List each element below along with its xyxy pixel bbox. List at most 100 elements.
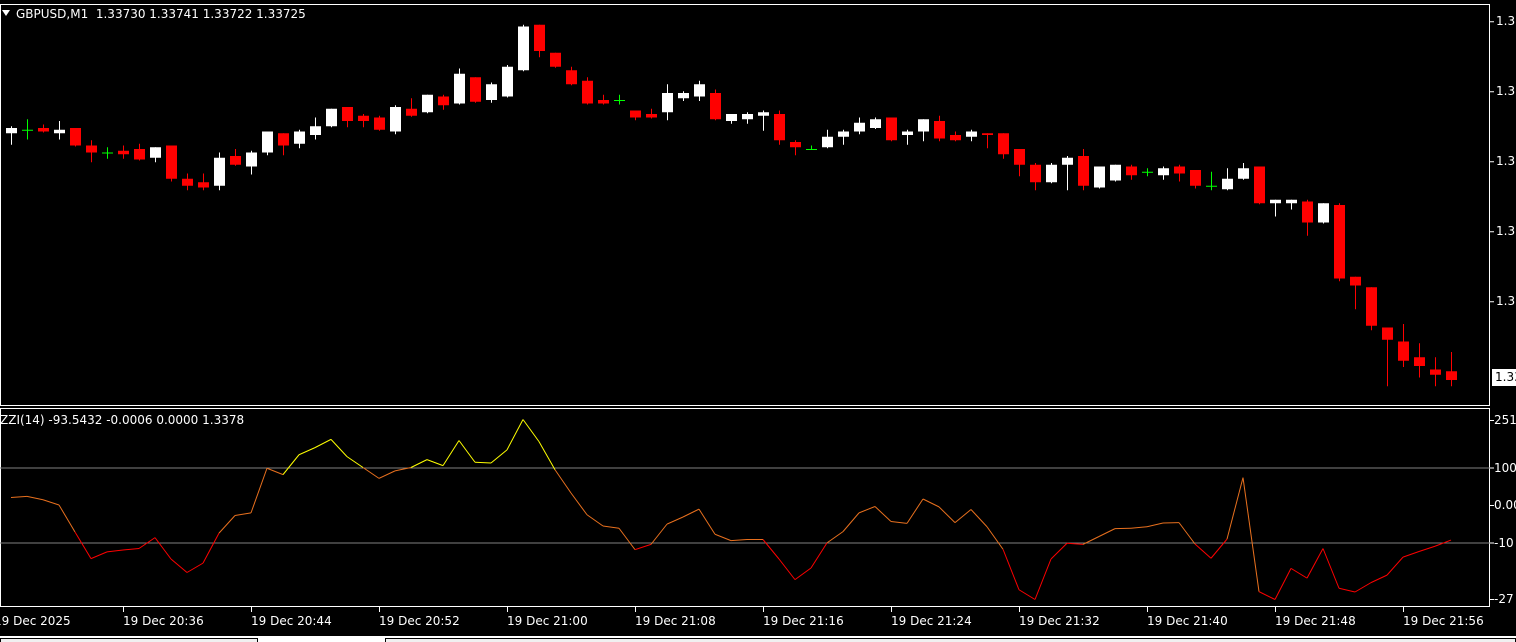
indicator-segment: [1082, 536, 1100, 545]
indicator-segment: [698, 508, 716, 535]
candle-body: [230, 156, 241, 165]
candle-body: [214, 157, 225, 186]
indicator-segment: [474, 461, 492, 464]
candle-body: [1446, 371, 1457, 380]
indicator-segment: [186, 562, 204, 573]
candle: [342, 107, 353, 128]
candle-body: [1286, 199, 1297, 204]
candle-body: [662, 93, 673, 113]
indicator-segment: [1418, 545, 1436, 552]
candle-body: [390, 107, 401, 132]
indicator-segment: [730, 539, 748, 542]
candle: [422, 94, 433, 114]
candle-body: [966, 131, 977, 137]
candle: [1318, 203, 1329, 224]
candle: [406, 98, 417, 117]
indicator-segment: [890, 521, 908, 524]
candle-body: [694, 84, 705, 97]
candle-body: [454, 73, 465, 104]
indicator-segment: [970, 509, 988, 528]
indicator-segment: [650, 523, 668, 545]
indicator-segment: [490, 449, 508, 464]
indicator-segment: [378, 470, 396, 479]
candle-body: [710, 93, 721, 120]
candle: [774, 110, 785, 145]
candle: [1142, 168, 1153, 177]
indicator-segment: [1242, 477, 1260, 592]
indicator-segment: [954, 509, 972, 524]
candle: [118, 145, 129, 159]
candle: [678, 91, 689, 101]
time-tick-label: 19 Dec 21:00: [507, 614, 588, 628]
candle: [230, 149, 241, 166]
candle-body: [1334, 205, 1345, 279]
candle: [726, 114, 737, 124]
indicator-tick-label: 0.00: [1494, 498, 1516, 512]
chart-tab[interactable]: [0, 638, 258, 642]
indicator-tick-label: -10: [1494, 535, 1514, 550]
candle: [598, 94, 609, 105]
candle: [934, 115, 945, 142]
indicator-segment: [938, 506, 956, 523]
candle: [998, 133, 1009, 159]
candle: [470, 77, 481, 103]
indicator-segment: [394, 467, 412, 472]
indicator-tick-label: -27: [1494, 592, 1514, 606]
indicator-segment: [1146, 522, 1164, 528]
candle-body: [1046, 164, 1057, 183]
candle-body: [918, 119, 929, 132]
indicator-segment: [1194, 543, 1212, 559]
chart-tab[interactable]: [385, 638, 1516, 642]
candle: [518, 24, 529, 72]
candle-body: [1318, 203, 1329, 223]
candle: [870, 117, 881, 129]
candle: [214, 152, 225, 191]
candle-body: [86, 145, 97, 153]
candle-body: [518, 26, 529, 71]
candle-body: [1094, 166, 1105, 188]
candle-body: [374, 117, 385, 130]
dropdown-triangle-icon[interactable]: [2, 10, 10, 16]
candle: [758, 110, 769, 131]
axis-ticks: [123, 21, 1494, 612]
candle: [1334, 203, 1345, 282]
candle: [1270, 199, 1281, 217]
indicator-segment: [1386, 556, 1404, 576]
indicator-segment: [1050, 542, 1068, 560]
indicator-segment: [1226, 477, 1244, 540]
candle-body: [22, 129, 33, 131]
candle-body: [1206, 185, 1217, 187]
candle: [1206, 171, 1217, 191]
candle: [454, 68, 465, 105]
candle: [566, 66, 577, 86]
candle: [886, 117, 897, 142]
candle-body: [1302, 201, 1313, 223]
candles-layer: [6, 24, 1457, 387]
indicator-segment: [282, 454, 300, 475]
indicator-segment: [218, 515, 236, 534]
candle: [646, 108, 657, 119]
ohlc-values: 1.33730 1.33741 1.33722 1.33725: [95, 7, 306, 21]
candle-body: [310, 126, 321, 135]
candle-body: [1414, 357, 1425, 366]
candle: [70, 128, 81, 147]
candle: [294, 129, 305, 149]
candle-body: [1270, 199, 1281, 204]
candle-body: [726, 114, 737, 121]
candle: [166, 145, 177, 182]
candle-body: [950, 135, 961, 141]
candle: [1158, 166, 1169, 180]
candle: [1254, 166, 1265, 205]
candle-body: [294, 131, 305, 144]
candle-body: [646, 114, 657, 118]
candle-body: [342, 107, 353, 121]
indicator-segment: [1002, 549, 1020, 590]
candle: [1414, 343, 1425, 378]
candle: [614, 94, 625, 105]
indicator-segment: [1210, 538, 1228, 559]
candle-body: [550, 52, 561, 67]
indicator-segment: [330, 439, 348, 457]
indicator-segment: [346, 456, 364, 468]
candle: [1046, 163, 1057, 184]
